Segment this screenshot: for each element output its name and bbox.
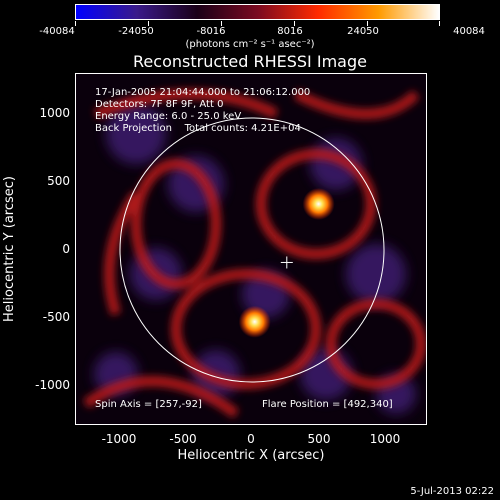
colorbar-tick-label: 8016: [277, 26, 303, 37]
y-tick-label: 0: [62, 242, 70, 256]
image-title: Reconstructed RHESSI Image: [133, 52, 367, 71]
method-and-counts: Back Projection Total counts: 4.21E+04: [95, 123, 301, 134]
colorbar-tick-label: 40084: [453, 26, 485, 37]
colorbar-tick-label: -8016: [196, 26, 226, 37]
spin-axis-label: Spin Axis = [257,-92]: [95, 399, 202, 410]
y-tick-label: 500: [47, 174, 70, 188]
time-range: 17-Jan-2005 21:04:44.000 to 21:06:12.000: [95, 87, 311, 98]
flare-position-label: Flare Position = [492,340]: [262, 399, 393, 410]
ring-pattern: [83, 89, 426, 419]
x-tick-label: 0: [247, 432, 255, 446]
x-tick-label: 500: [307, 432, 331, 446]
x-tick-label: 1000: [369, 432, 401, 446]
colorbar-tick-label: -24050: [118, 26, 154, 37]
x-tick-label: -500: [169, 432, 197, 446]
energy-range: Energy Range: 6.0 - 25.0 keV: [95, 111, 242, 122]
solar-image-canvas: [83, 89, 426, 419]
detectors: Detectors: 7F 8F 9F, Att 0: [95, 99, 224, 110]
colorbar-tick: [367, 21, 368, 26]
render-timestamp: 5-Jul-2013 02:22: [410, 486, 494, 497]
y-axis-label: Heliocentric Y (arcsec): [2, 176, 17, 322]
colorbar-tick: [75, 21, 76, 26]
colorbar-tick: [148, 21, 149, 26]
flare-source-1: [302, 187, 335, 220]
x-tick-label: -1000: [101, 432, 137, 446]
colorbar-tick: [294, 21, 295, 26]
flare-sources: [238, 187, 335, 338]
flare-source-2: [238, 305, 271, 338]
y-tick-label: -500: [42, 310, 70, 324]
spin-axis-marker: [280, 256, 293, 269]
solar-limb-circle: [119, 117, 385, 383]
colorbar: [75, 4, 440, 20]
x-axis-label: Heliocentric X (arcsec): [177, 448, 325, 463]
colorbar-tick: [221, 21, 222, 26]
y-tick-label: 1000: [39, 106, 70, 120]
colorbar-tick: [439, 21, 440, 26]
colorbar-units: (photons cm⁻² s⁻¹ asec⁻²): [185, 39, 315, 50]
solar-image-plot: [75, 73, 427, 425]
colorbar-tick-label: -40084: [39, 26, 75, 37]
y-tick-label: -1000: [35, 378, 70, 392]
observation-info: 17-Jan-2005 21:04:44.000 to 21:06:12.000…: [95, 87, 310, 135]
colorbar-tick-label: 24050: [347, 26, 379, 37]
